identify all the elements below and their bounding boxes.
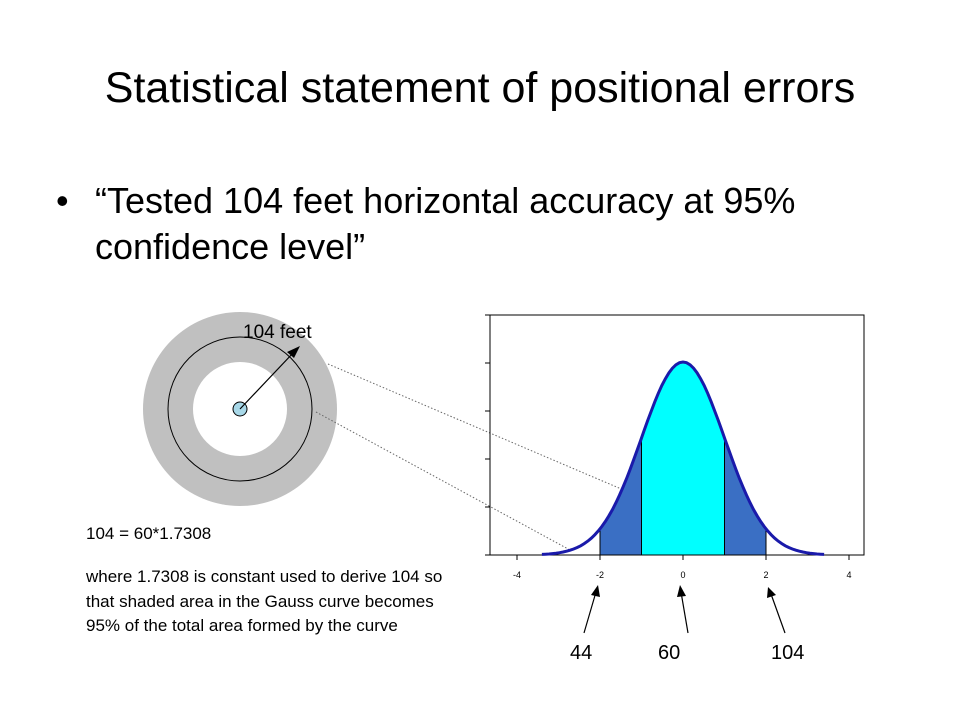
radius-arrow [239,351,295,410]
explanation-text: where 1.7308 is constant used to derive … [86,567,443,635]
y-axis-ticks [485,314,490,556]
x-tick-label-3: 2 [763,570,768,580]
arrow-44 [583,591,597,634]
x-tick-label-2: 0 [680,570,685,580]
gauss-curve [541,360,825,556]
radius-label: 104 feet [243,322,312,343]
arrow-60-head [677,585,686,597]
radius-circle [167,336,313,482]
projection-line-upper [327,363,749,544]
value-label-60: 60 [658,642,681,664]
projection-line-lower [315,411,571,551]
x-axis-tick-labels: -4 -2 0 2 4 [513,570,852,580]
arrow-44-head [591,585,600,597]
value-label-104: 104 [771,642,805,664]
slide-title: Statistical statement of positional erro… [104,64,856,112]
arrow-104 [770,593,786,634]
x-axis-ticks [516,555,850,560]
arrow-104-head [767,587,776,598]
bullet-marker: • [56,180,69,221]
bullet-text: “Tested 104 feet horizontal accuracy at … [95,180,796,267]
x-tick-label-4: 4 [846,570,851,580]
value-arrows [583,585,786,634]
arrow-60 [680,591,689,634]
radius-arrow-head [287,346,300,358]
gauss-chart: -4 -2 0 2 4 [485,314,865,580]
value-label-44: 44 [570,642,593,664]
formula-text: 104 = 60*1.7308 [86,524,212,543]
x-tick-label-0: -4 [513,570,521,580]
x-tick-label-1: -2 [596,570,604,580]
center-area [641,361,725,556]
accuracy-circle-diagram [143,312,337,506]
